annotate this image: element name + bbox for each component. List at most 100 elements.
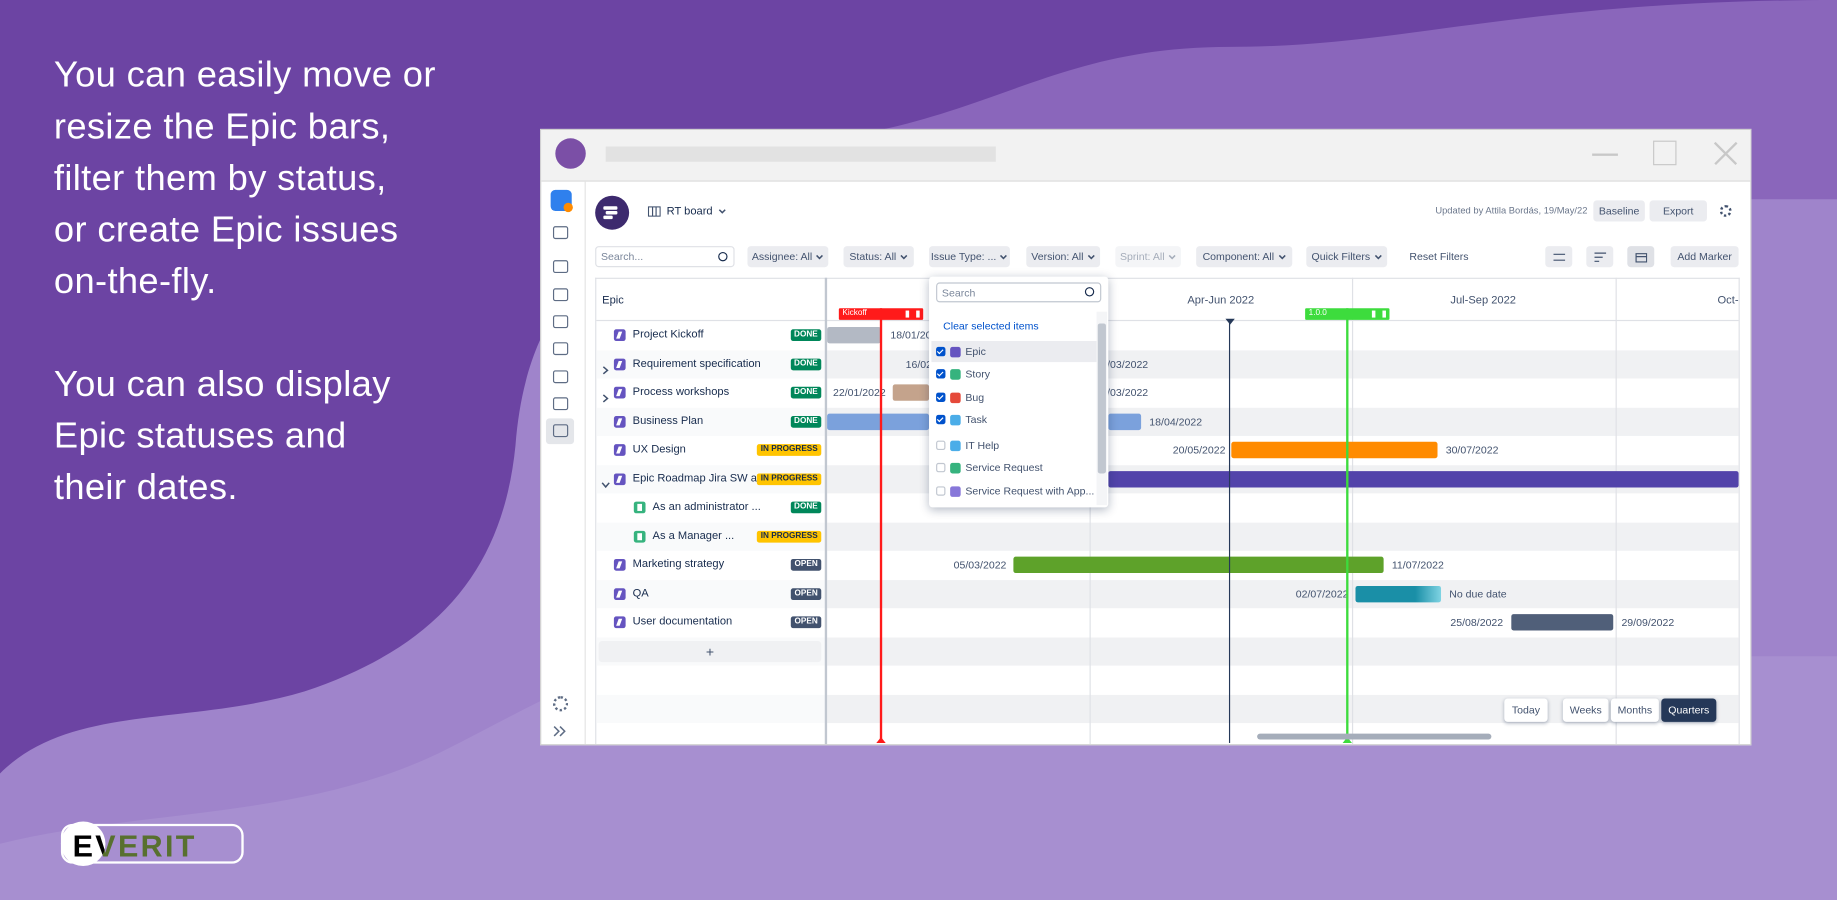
issue-icon <box>613 415 626 428</box>
epic-bar[interactable] <box>1108 413 1142 430</box>
checkbox[interactable] <box>936 369 946 379</box>
icon-glyph <box>616 360 623 368</box>
epic-bar[interactable] <box>1511 614 1614 631</box>
checkbox[interactable] <box>936 414 946 425</box>
h-scrollbar[interactable] <box>1257 733 1492 740</box>
settings-gear[interactable] <box>1719 205 1732 217</box>
icon-glyph <box>616 446 623 454</box>
type-label[interactable]: Service Request with App... <box>965 485 1095 497</box>
period-label: Jul-Sep 2022 <box>1450 294 1516 308</box>
issue-name: QA <box>632 586 649 600</box>
filter-button[interactable]: Component: All <box>1196 246 1293 268</box>
type-icon <box>950 440 961 452</box>
today-button[interactable]: Today <box>1504 698 1548 722</box>
marker-line <box>880 308 882 743</box>
toolbar-button[interactable]: Baseline <box>1593 200 1645 222</box>
promo-text: Epic statuses and <box>53 414 347 456</box>
issue-icon <box>613 358 626 371</box>
icon-glyph <box>637 532 643 540</box>
sidebar-icon[interactable] <box>552 315 569 329</box>
app-icon-badge <box>563 202 573 213</box>
type-label[interactable]: Service Request <box>965 461 1043 474</box>
settings-icon[interactable] <box>552 696 569 712</box>
type-label[interactable]: Bug <box>965 391 985 404</box>
expander[interactable] <box>601 388 610 409</box>
add-row[interactable]: + <box>598 641 822 663</box>
start-date: 02/07/2022 <box>1295 587 1349 600</box>
checkbox[interactable] <box>936 440 946 451</box>
epic-bar[interactable] <box>1231 442 1438 459</box>
issue-name: User documentation <box>632 615 733 629</box>
type-icon <box>950 462 961 474</box>
icon-glyph <box>616 331 623 339</box>
search-box[interactable]: Search... <box>595 246 735 268</box>
filter-button[interactable]: Version: All <box>1026 246 1101 268</box>
epic-bar[interactable] <box>1013 556 1384 574</box>
start-date: 05/03/2022 <box>953 559 1007 571</box>
clear-selected[interactable]: Clear selected items <box>943 319 1039 332</box>
checkbox[interactable] <box>936 392 946 402</box>
maximize[interactable] <box>1653 140 1677 166</box>
dropdown-search[interactable]: Search <box>936 282 1102 303</box>
filter-label: Version: All <box>1031 250 1084 263</box>
view-option[interactable] <box>1545 246 1573 268</box>
issue-icon <box>613 559 626 571</box>
type-label[interactable]: Epic <box>965 345 986 358</box>
promo-text: You can also display <box>53 363 391 405</box>
minimize[interactable] <box>1592 153 1618 156</box>
filter-label: Assignee: All <box>751 250 813 263</box>
sidebar-selected <box>545 418 575 445</box>
icon-glyph <box>616 418 623 426</box>
epic-bar[interactable] <box>827 413 930 430</box>
sidebar-icon[interactable] <box>552 260 569 274</box>
checkbox[interactable] <box>936 462 946 473</box>
sidebar-icon[interactable] <box>552 288 569 302</box>
filter-label: Component: All <box>1202 250 1275 263</box>
sidebar-icon[interactable] <box>552 424 569 438</box>
end-date: /03/2022 <box>1107 358 1149 371</box>
type-icon <box>950 369 961 380</box>
row-band-left <box>596 579 828 609</box>
add-marker[interactable]: Add Marker <box>1670 246 1739 268</box>
type-label[interactable]: Story <box>965 367 990 380</box>
sidebar-icon[interactable] <box>552 226 569 240</box>
logo-bar <box>605 210 618 215</box>
filter-button[interactable]: Quick Filters <box>1306 246 1388 268</box>
toolbar-button[interactable]: Export <box>1649 200 1707 222</box>
type-label[interactable]: Task <box>965 413 988 426</box>
scale-button[interactable]: Months <box>1610 698 1659 722</box>
sidebar-icon[interactable] <box>552 370 569 384</box>
expander[interactable] <box>601 359 610 380</box>
row-band-left <box>596 694 828 724</box>
epic-bar[interactable] <box>1355 585 1442 603</box>
scale-button[interactable]: Weeks <box>1562 698 1609 722</box>
checkbox[interactable] <box>936 486 946 496</box>
epic-bar[interactable] <box>1108 470 1739 488</box>
type-label[interactable]: IT Help <box>965 439 1000 452</box>
filter-button[interactable]: Assignee: All <box>747 246 829 268</box>
filter-button[interactable]: Issue Type: ... <box>929 246 1010 268</box>
checkbox[interactable] <box>936 346 946 357</box>
filter-button[interactable]: Status: All <box>843 246 914 268</box>
scale-button[interactable]: Quarters <box>1661 698 1717 722</box>
logo-circle <box>60 821 106 867</box>
epic-bar[interactable] <box>892 384 930 402</box>
logo-bar <box>603 215 613 220</box>
sidebar-icon[interactable] <box>552 342 569 356</box>
marker-tag[interactable]: 1.0.0 <box>1305 308 1390 320</box>
board-select[interactable]: RT board <box>642 200 739 223</box>
sidebar-icon[interactable] <box>552 397 569 411</box>
reset-filters[interactable]: Reset Filters <box>1409 250 1469 263</box>
marker-tag[interactable]: Kickoff <box>838 308 924 320</box>
expander[interactable] <box>601 474 610 495</box>
today-head <box>1225 318 1235 325</box>
icon-glyph <box>616 561 623 569</box>
logo-text: EVERIT <box>72 828 197 864</box>
epic-bar[interactable] <box>827 327 882 344</box>
period-line <box>1351 277 1354 745</box>
search-icon <box>718 251 728 262</box>
view-option[interactable] <box>1627 246 1655 268</box>
expand-icon[interactable] <box>553 722 567 743</box>
view-option[interactable] <box>1586 246 1614 268</box>
